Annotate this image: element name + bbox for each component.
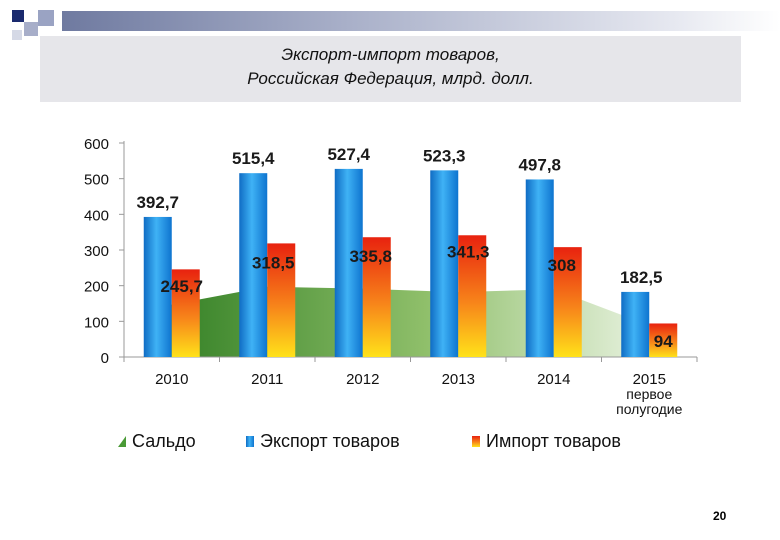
x-tick-label: 2010 <box>155 371 188 388</box>
export-bar <box>621 291 650 357</box>
legend-swatch-import <box>472 436 480 447</box>
import-value-label: 94 <box>654 332 673 351</box>
x-tick-label: 2014 <box>537 371 570 388</box>
x-tick-label: 2011 <box>251 371 283 388</box>
y-tick-label: 500 <box>84 172 109 189</box>
export-value-label: 497,8 <box>518 155 561 174</box>
decor-square <box>38 10 54 26</box>
export-bar <box>143 216 172 357</box>
import-bar <box>267 243 296 357</box>
import-value-label: 335,8 <box>349 247 392 266</box>
y-tick-label: 100 <box>84 314 109 331</box>
legend-swatch-export <box>246 436 254 447</box>
import-bar <box>362 237 391 357</box>
export-value-label: 527,4 <box>327 145 370 164</box>
export-bar <box>430 170 459 357</box>
legend-item-export: Экспорт товаров <box>260 431 400 451</box>
y-tick-label: 400 <box>84 207 109 224</box>
decor-square <box>12 30 22 40</box>
page-number: 20 <box>713 509 727 523</box>
import-bar <box>171 269 200 357</box>
x-tick-label: 2013 <box>442 371 475 388</box>
import-value-label: 341,3 <box>447 242 490 261</box>
import-value-label: 308 <box>548 256 576 275</box>
import-bar <box>553 247 582 357</box>
slide-title-line-1: Экспорт-импорт товаров, <box>281 45 500 64</box>
decor-square <box>24 22 38 36</box>
export-value-label: 392,7 <box>136 193 179 212</box>
export-bar <box>525 179 554 357</box>
export-value-label: 523,3 <box>423 146 466 165</box>
y-tick-label: 0 <box>101 350 109 367</box>
export-bar <box>334 168 363 357</box>
legend-swatch-balance <box>118 436 126 447</box>
x-tick-label: 2015 первое полугодие <box>616 371 682 417</box>
export-value-label: 515,4 <box>232 149 275 168</box>
y-tick-label: 300 <box>84 243 109 260</box>
import-bar <box>458 235 487 357</box>
header-decor-bar <box>62 11 780 31</box>
export-bar <box>239 173 268 357</box>
export-value-label: 182,5 <box>620 268 663 287</box>
y-tick-label: 600 <box>84 136 109 153</box>
legend-item-balance: Сальдо <box>132 431 196 451</box>
slide-title-line-2: Российская Федерация, млрд. долл. <box>247 69 534 88</box>
decor-square <box>12 10 24 22</box>
import-bar <box>649 323 678 357</box>
legend-item-import: Импорт товаров <box>486 431 621 451</box>
import-value-label: 245,7 <box>160 277 203 296</box>
x-tick-label: 2012 <box>346 371 379 388</box>
y-tick-label: 200 <box>84 279 109 296</box>
import-value-label: 318,5 <box>252 253 295 272</box>
slide-title-box: Экспорт-импорт товаров, Российская Федер… <box>40 36 741 102</box>
